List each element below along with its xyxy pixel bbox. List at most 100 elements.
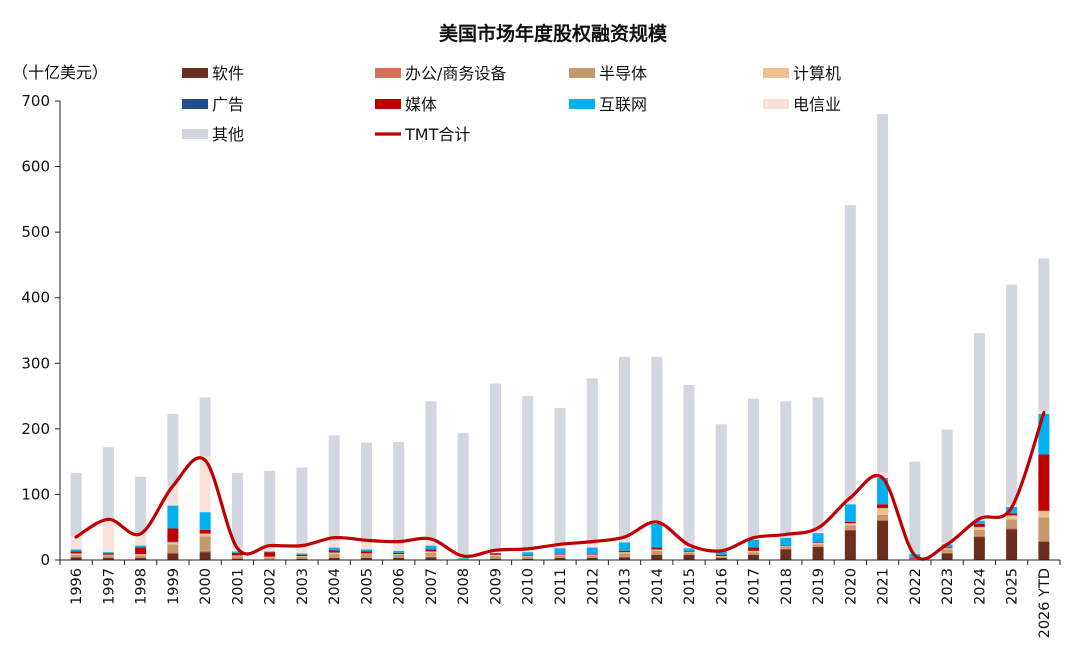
bar-segment bbox=[522, 552, 534, 556]
bar-segment bbox=[102, 557, 114, 559]
bar-segment bbox=[522, 555, 534, 557]
bar-segment bbox=[812, 542, 824, 545]
legend-label: 软件 bbox=[212, 64, 244, 83]
bar-segment bbox=[973, 537, 985, 560]
bar-segment bbox=[715, 554, 727, 557]
legend-swatch bbox=[182, 99, 208, 109]
bar-segment bbox=[1038, 540, 1050, 542]
bar-segment bbox=[167, 541, 179, 543]
bar-segment bbox=[554, 557, 566, 559]
bar-segment bbox=[586, 378, 598, 545]
x-tick-label: 2024 bbox=[972, 568, 988, 605]
bar-segment bbox=[1038, 541, 1050, 560]
bar-segment bbox=[780, 548, 792, 550]
bar-segment bbox=[812, 542, 824, 543]
bar-segment bbox=[328, 547, 340, 551]
bar-segment bbox=[135, 554, 147, 556]
bar-segment bbox=[360, 442, 372, 543]
bar-segment bbox=[1038, 258, 1050, 412]
bar-segment bbox=[651, 523, 663, 548]
bar-segment bbox=[264, 557, 276, 560]
y-tick-label: 100 bbox=[21, 485, 50, 503]
bar-segment bbox=[1038, 510, 1050, 518]
bar-segment bbox=[973, 333, 985, 519]
bar-segment bbox=[264, 470, 276, 547]
bar-segment bbox=[973, 527, 985, 530]
x-tick-label: 2026 YTD bbox=[1037, 568, 1053, 638]
bar-segment bbox=[328, 557, 340, 559]
bar-stack bbox=[619, 356, 631, 560]
bar-segment bbox=[489, 553, 501, 555]
bar-segment bbox=[231, 558, 243, 559]
bar-segment bbox=[457, 558, 469, 559]
bar-segment bbox=[328, 540, 340, 548]
bar-segment bbox=[135, 476, 147, 536]
bar-segment bbox=[683, 546, 695, 549]
bar-segment bbox=[844, 530, 856, 560]
bar-segment bbox=[393, 552, 405, 555]
bar-segment bbox=[167, 542, 179, 545]
bar-stack bbox=[1038, 258, 1050, 560]
bar-segment bbox=[586, 558, 598, 560]
bar-segment bbox=[231, 472, 243, 549]
legend-swatch bbox=[375, 99, 401, 109]
y-axis: 0 100 200 300 400 500 600 700 bbox=[21, 92, 61, 569]
legend-item: 软件 bbox=[182, 64, 244, 83]
bar-segment bbox=[619, 557, 631, 560]
bar-segment bbox=[425, 551, 437, 553]
bar-segment bbox=[135, 547, 147, 555]
bar-segment bbox=[296, 556, 308, 559]
legend-item: TMT合计 bbox=[375, 125, 470, 144]
bar-segment bbox=[522, 558, 534, 560]
bar-segment bbox=[328, 558, 340, 560]
bar-segment bbox=[328, 552, 340, 555]
bar-segment bbox=[70, 553, 82, 555]
bar-segment bbox=[812, 546, 824, 560]
bar-segment bbox=[199, 397, 211, 457]
bar-segment bbox=[715, 558, 727, 560]
bar-segment bbox=[360, 542, 372, 550]
bar-segment bbox=[683, 548, 695, 552]
legend-item: 媒体 bbox=[375, 95, 437, 114]
bar-segment bbox=[489, 554, 501, 557]
bar-segment bbox=[135, 555, 147, 558]
bar-segment bbox=[102, 552, 114, 554]
legend-swatch bbox=[569, 68, 595, 78]
x-tick-label: 2011 bbox=[553, 568, 569, 605]
bar-segment bbox=[748, 550, 760, 553]
bar-segment bbox=[619, 550, 631, 553]
x-tick-label: 1999 bbox=[166, 568, 182, 605]
bar-segment bbox=[167, 552, 179, 554]
bar-segment bbox=[554, 558, 566, 560]
x-tick-label: 2010 bbox=[521, 568, 537, 605]
bar-stack bbox=[457, 432, 469, 560]
legend-swatch bbox=[569, 99, 595, 109]
bar-segment bbox=[231, 551, 243, 553]
y-tick-label: 0 bbox=[40, 551, 50, 569]
bar-segment bbox=[780, 545, 792, 547]
bar-stack bbox=[360, 442, 372, 560]
legend-item: 电信业 bbox=[763, 95, 841, 114]
bar-segment bbox=[167, 485, 179, 506]
legend-label: 其他 bbox=[212, 125, 244, 144]
legend-label: 电信业 bbox=[793, 95, 841, 114]
legend-label: 半导体 bbox=[599, 64, 647, 83]
bar-segment bbox=[683, 552, 695, 555]
bar-segment bbox=[554, 554, 566, 556]
y-tick-label: 300 bbox=[21, 354, 50, 372]
x-tick-label: 2008 bbox=[456, 568, 472, 605]
bar-segment bbox=[231, 558, 243, 560]
bar-stack bbox=[844, 205, 856, 560]
x-tick-label: 2021 bbox=[876, 568, 892, 605]
bar-segment bbox=[812, 546, 824, 547]
bar-segment bbox=[264, 551, 276, 553]
bar-segment bbox=[844, 497, 856, 505]
bar-segment bbox=[328, 550, 340, 553]
bar-segment bbox=[554, 555, 566, 558]
x-tick-label: 2007 bbox=[424, 568, 440, 605]
bar-segment bbox=[135, 535, 147, 546]
x-tick-label: 2014 bbox=[650, 568, 666, 605]
bar-segment bbox=[780, 546, 792, 547]
bar-segment bbox=[199, 512, 211, 530]
